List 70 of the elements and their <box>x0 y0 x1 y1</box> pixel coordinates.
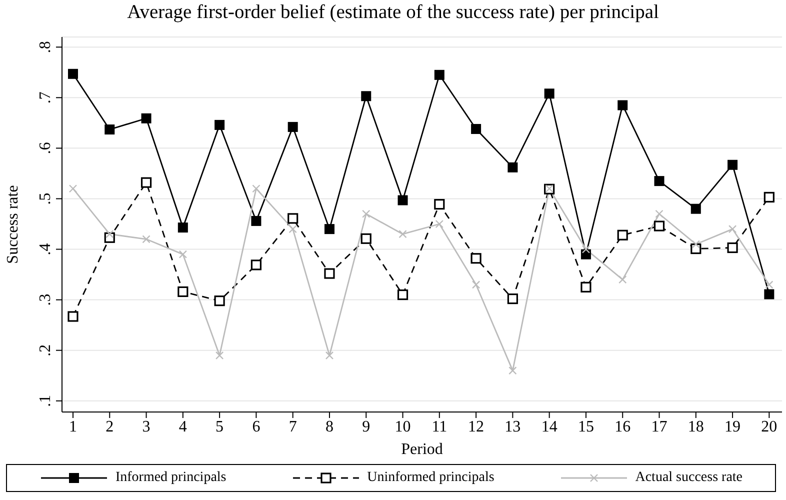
point <box>324 268 335 279</box>
x-tick-label: 9 <box>362 418 370 436</box>
x-tick-label: 5 <box>216 418 224 436</box>
point <box>140 177 152 188</box>
x-tick-label: 10 <box>394 418 411 436</box>
point <box>288 122 298 132</box>
x-tick-label: 15 <box>578 418 594 436</box>
point <box>727 242 738 254</box>
point <box>507 293 518 304</box>
point <box>360 233 372 244</box>
point <box>68 311 78 322</box>
point <box>214 120 225 130</box>
point <box>214 296 225 306</box>
point <box>178 222 188 233</box>
y-tick-label: .4 <box>37 243 54 256</box>
x-tick-label: 19 <box>724 418 741 436</box>
point <box>434 70 444 80</box>
point <box>434 198 445 210</box>
legend-label: Informed principals <box>115 470 226 486</box>
point <box>398 195 408 206</box>
x-tick-label: 1 <box>68 418 77 436</box>
point <box>764 289 774 300</box>
point <box>68 68 78 79</box>
point <box>618 100 628 110</box>
y-tick-label: .7 <box>37 92 54 104</box>
x-tick-label: 6 <box>252 418 260 436</box>
point <box>288 213 298 224</box>
point <box>654 176 664 186</box>
chart-title: Average first-order belief (estimate of the success rate) per principal <box>126 2 660 24</box>
point <box>690 204 701 214</box>
point <box>764 192 774 203</box>
y-tick-label: .5 <box>37 192 54 205</box>
y-tick-label: .8 <box>37 41 54 54</box>
point <box>470 253 482 264</box>
point <box>178 286 188 298</box>
y-tick-label: .6 <box>37 142 54 154</box>
point <box>250 260 262 270</box>
x-tick-label: 8 <box>325 418 334 436</box>
legend-label: Uninformed principals <box>367 470 494 486</box>
point <box>324 224 334 234</box>
point <box>361 91 372 102</box>
point <box>104 124 115 134</box>
x-tick-label: 16 <box>614 418 631 436</box>
point <box>141 113 152 124</box>
x-tick-label: 14 <box>541 418 558 436</box>
point <box>397 289 408 300</box>
point <box>617 230 628 240</box>
x-tick-label: 13 <box>504 418 521 436</box>
point <box>471 124 482 134</box>
y-tick-label: .3 <box>37 294 54 306</box>
x-tick-label: 20 <box>761 418 778 436</box>
x-tick-label: 12 <box>468 418 484 436</box>
y-tick-label: .2 <box>37 344 54 356</box>
x-tick-label: 18 <box>688 418 704 436</box>
point <box>654 220 665 232</box>
point <box>508 162 518 172</box>
point <box>580 282 592 292</box>
y-axis-title: Success rate <box>4 185 22 264</box>
x-tick-label: 11 <box>432 418 448 436</box>
point <box>544 88 554 99</box>
point <box>728 160 738 170</box>
x-tick-label: 4 <box>178 418 187 436</box>
x-tick-label: 17 <box>651 418 668 436</box>
x-tick-label: 7 <box>288 418 297 436</box>
point <box>251 216 262 226</box>
x-tick-label: 3 <box>142 418 150 436</box>
y-tick-label: .1 <box>37 394 54 407</box>
x-axis-title: Period <box>401 441 443 458</box>
x-tick-label: 2 <box>106 418 114 436</box>
legend-label: Actual success rate <box>635 470 743 486</box>
